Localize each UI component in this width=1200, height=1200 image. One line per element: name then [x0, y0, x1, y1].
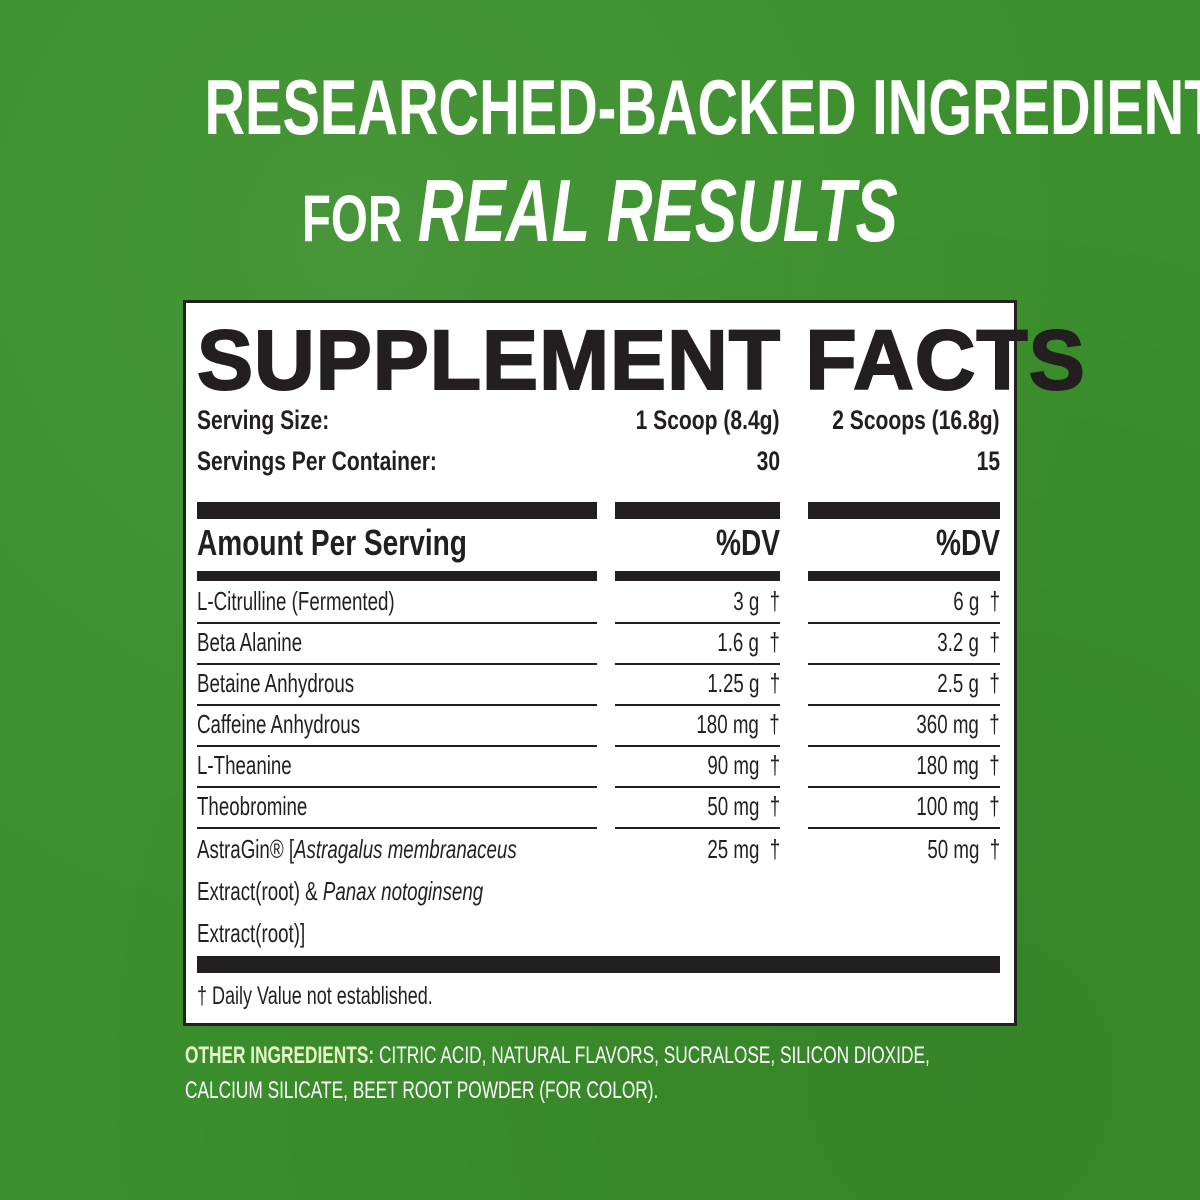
ingredient-value-1: 1.6 g †: [717, 627, 780, 657]
headline-line-2: FOR REAL RESULTS: [302, 161, 898, 260]
ingredient-name: Beta Alanine: [197, 627, 303, 657]
servings-1: 30: [756, 446, 780, 476]
row-divider: [197, 827, 597, 829]
medium-divider: [808, 571, 1000, 581]
amount-per-serving-label: Amount Per Serving: [197, 522, 467, 563]
row-divider: [808, 622, 1000, 624]
other-ingredients-line-2: CALCIUM SILICATE, BEET ROOT POWDER (FOR …: [185, 1077, 659, 1104]
ingredient-name: Theobromine: [197, 791, 308, 821]
serving-size-label: Serving Size:: [197, 405, 330, 435]
row-divider: [808, 786, 1000, 788]
ingredient-value-2: 2.5 g †: [937, 668, 1000, 698]
ingredient-name: Betaine Anhydrous: [197, 668, 355, 698]
row-divider: [197, 745, 597, 747]
row-divider: [615, 827, 780, 829]
row-divider: [197, 622, 597, 624]
dv-header-1: %DV: [716, 522, 780, 563]
headline-line-1: RESEARCHED-BACKED INGREDIENTS: [204, 63, 1200, 151]
ingredient-value-2: 6 g †: [953, 586, 1000, 616]
ingredient-value-1: 50 mg †: [707, 791, 780, 821]
row-divider: [808, 827, 1000, 829]
row-divider: [808, 704, 1000, 706]
ingredient-value-2: 3.2 g †: [937, 627, 1000, 657]
row-divider: [808, 663, 1000, 665]
ingredient-name: L-Theanine: [197, 750, 292, 780]
servings-2: 15: [976, 446, 1000, 476]
ingredient-value-2: 180 mg †: [916, 750, 1000, 780]
serving-size-2: 2 Scoops (16.8g): [832, 405, 1000, 435]
row-divider: [615, 704, 780, 706]
servings-per-container-label: Servings Per Container:: [197, 446, 437, 476]
medium-divider: [615, 571, 780, 581]
thick-divider: [197, 502, 597, 519]
astragin-line-2: Extract(root) & Panax notoginseng: [197, 876, 484, 906]
thick-divider-bottom: [197, 956, 1000, 973]
row-divider: [615, 622, 780, 624]
row-divider: [197, 663, 597, 665]
facts-title: SUPPLEMENT FACTS: [196, 312, 1086, 408]
thick-divider: [808, 502, 1000, 519]
ingredient-value-2: 360 mg †: [916, 709, 1000, 739]
astragin-value-2: 50 mg †: [927, 834, 1000, 864]
row-divider: [615, 786, 780, 788]
ingredient-name: L-Citrulline (Fermented): [197, 586, 395, 616]
medium-divider: [197, 571, 597, 581]
thick-divider: [615, 502, 780, 519]
row-divider: [197, 786, 597, 788]
ingredient-name: Caffeine Anhydrous: [197, 709, 361, 739]
ingredient-value-1: 1.25 g †: [707, 668, 780, 698]
astragin-line-3: Extract(root)]: [197, 918, 306, 948]
ingredient-value-1: 180 mg †: [696, 709, 780, 739]
serving-size-1: 1 Scoop (8.4g): [636, 405, 780, 435]
astragin-value-1: 25 mg †: [707, 834, 780, 864]
other-ingredients-line-1: OTHER INGREDIENTS: CITRIC ACID, NATURAL …: [185, 1042, 930, 1069]
ingredient-value-1: 3 g †: [733, 586, 780, 616]
row-divider: [808, 745, 1000, 747]
row-divider: [615, 663, 780, 665]
row-divider: [197, 704, 597, 706]
dv-header-2: %DV: [936, 522, 1000, 563]
footnote: † Daily Value not established.: [197, 982, 433, 1010]
ingredient-value-1: 90 mg †: [707, 750, 780, 780]
ingredient-value-2: 100 mg †: [916, 791, 1000, 821]
astragin-line-1: AstraGin® [Astragalus membranaceus: [197, 834, 517, 864]
row-divider: [615, 745, 780, 747]
